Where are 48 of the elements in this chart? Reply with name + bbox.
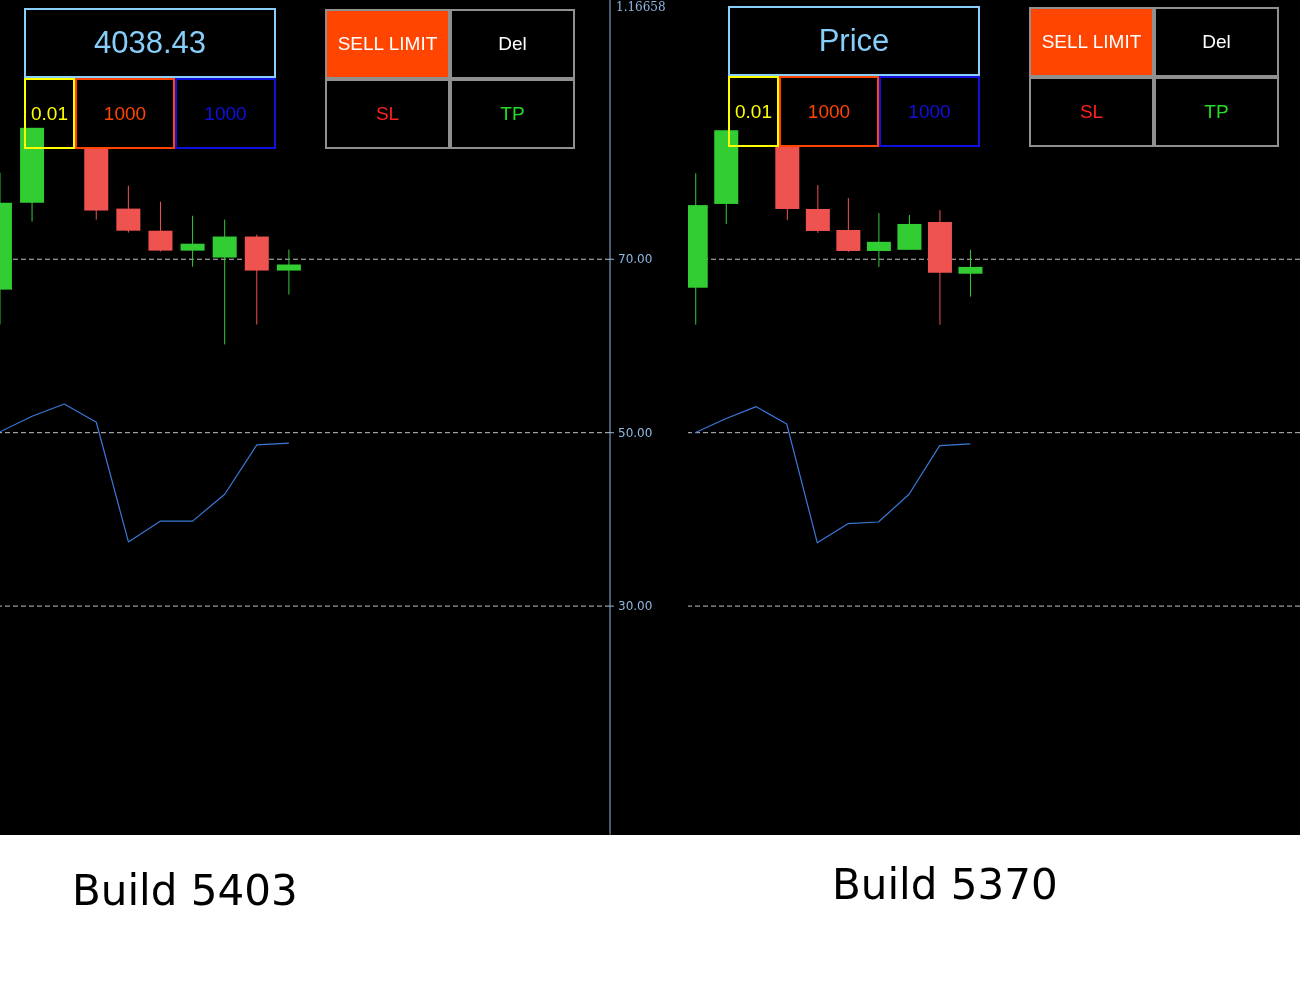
annotation: 4038.43 (93, 25, 207, 61)
text: Build 5370 (832, 860, 1058, 909)
button: SELL LIMIT (325, 9, 450, 79)
annotation: 0.01 (31, 102, 68, 125)
button: Del (450, 9, 575, 79)
annotation: TP (500, 103, 525, 125)
input-field: 1000 (879, 76, 980, 147)
y-tick-label: 70.00 (618, 252, 653, 267)
input-field: 0.01 (728, 76, 779, 147)
input-field: 0.01 (24, 78, 75, 149)
input-field: 4038.43 (24, 8, 276, 78)
candlestick (212, 219, 237, 345)
button: SL (1029, 77, 1154, 147)
annotation: 0.01 (735, 100, 772, 123)
candlestick (958, 249, 983, 298)
line-series (0, 403, 290, 543)
input-field: 1000 (75, 78, 175, 149)
button: Del (1154, 7, 1279, 77)
y-tick-label: 30.00 (618, 599, 653, 614)
annotation: Price (818, 23, 890, 59)
candlestick (180, 215, 205, 268)
candlestick (866, 212, 891, 268)
annotation: 1000 (807, 100, 851, 123)
annotation: TP (1204, 101, 1229, 123)
annotation: SELL LIMIT (337, 33, 438, 55)
button: SELL LIMIT (1029, 7, 1154, 77)
annotation: Del (1202, 31, 1231, 53)
input-field: Price (728, 6, 980, 76)
y-tick-label: 50.00 (618, 425, 653, 440)
annotation: 1000 (103, 102, 147, 125)
button: SL (325, 79, 450, 149)
text: 1.16658 (616, 0, 666, 14)
annotation: 1000 (908, 100, 951, 123)
annotation: SL (1079, 101, 1104, 123)
text: Build 5403 (72, 866, 298, 915)
candlestick (148, 201, 173, 252)
input-field: 1000 (779, 76, 879, 147)
candlestick (116, 185, 141, 234)
candlestick (836, 197, 861, 253)
input-field: 1000 (175, 78, 276, 149)
candlestick (805, 184, 830, 234)
button: TP (450, 79, 575, 149)
annotation: 1000 (204, 102, 247, 125)
candlestick (276, 249, 301, 296)
annotation: SELL LIMIT (1041, 31, 1142, 53)
button: TP (1154, 77, 1279, 147)
annotation: Del (498, 33, 527, 55)
annotation: SL (375, 103, 400, 125)
